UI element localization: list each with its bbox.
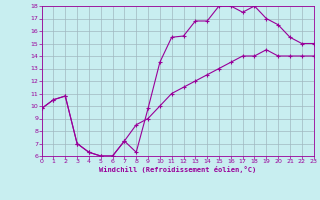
X-axis label: Windchill (Refroidissement éolien,°C): Windchill (Refroidissement éolien,°C) xyxy=(99,166,256,173)
